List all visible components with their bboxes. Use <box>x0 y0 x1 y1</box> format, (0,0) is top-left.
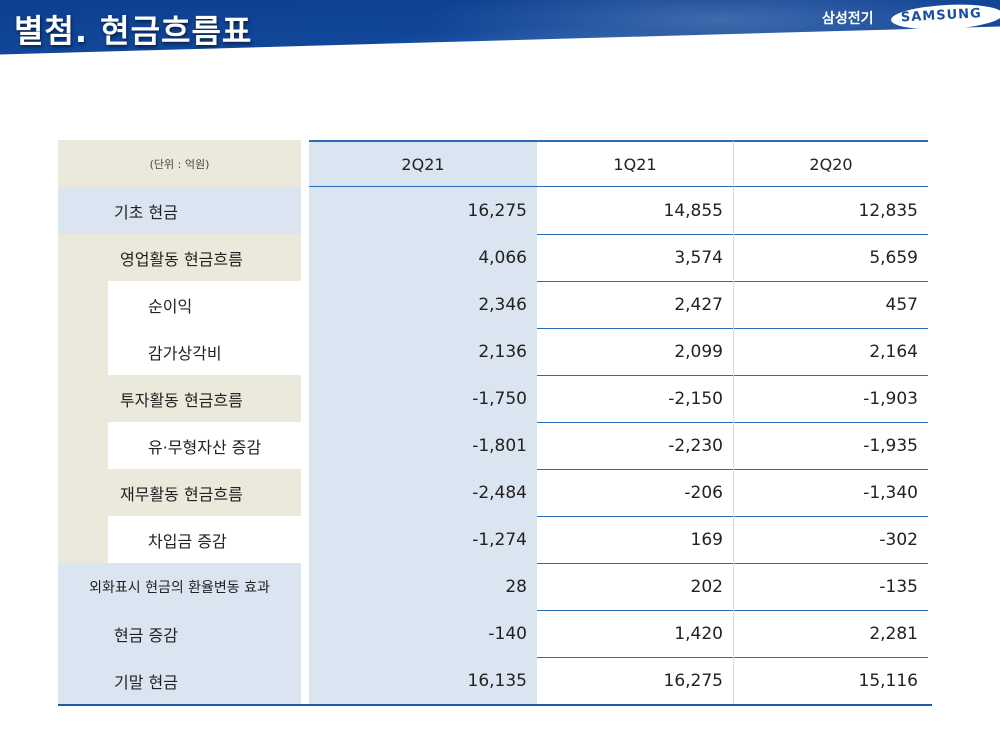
row-financing-cf-value-2: -1,340 <box>863 482 918 503</box>
row-tangible-intangible-value-2: -1,935 <box>863 435 918 456</box>
group-spine <box>58 516 108 563</box>
row-net-change-value-2: 2,281 <box>869 623 918 644</box>
row-borrowings-label: 차입금 증감 <box>108 516 301 563</box>
column-header-2q21: 2Q21 <box>309 140 537 187</box>
row-operating-cf-value-2: 5,659 <box>869 247 918 268</box>
row-divider <box>309 375 928 376</box>
row-tangible-intangible-value-0: -1,801 <box>309 422 537 469</box>
row-ending-cash-value-0: 16,135 <box>309 657 537 704</box>
row-fx-effect-value-2: -135 <box>879 576 918 597</box>
row-beginning-cash-value-1: 14,855 <box>663 200 723 221</box>
row-divider <box>309 563 928 564</box>
row-net-change-value-0: -140 <box>309 610 537 657</box>
row-operating-cf-value-0: 4,066 <box>309 234 537 281</box>
row-beginning-cash-value-0: 16,275 <box>309 187 537 234</box>
company-name: 삼성전기 <box>822 11 874 27</box>
row-depreciation-value-2: 2,164 <box>869 341 918 362</box>
row-depreciation-value-1: 2,099 <box>674 341 723 362</box>
row-divider <box>309 610 928 611</box>
column-divider <box>733 187 734 704</box>
row-divider <box>309 281 928 282</box>
page-title: 별첨. 현금흐름표 <box>14 12 253 50</box>
row-beginning-cash-label: 기초 현금 <box>58 187 301 234</box>
row-divider <box>309 422 928 423</box>
row-investing-cf-value-1: -2,150 <box>668 388 723 409</box>
group-spine <box>58 469 108 516</box>
row-borrowings-value-1: 169 <box>690 529 723 550</box>
row-borrowings-value-0: -1,274 <box>309 516 537 563</box>
row-tangible-intangible-value-1: -2,230 <box>668 435 723 456</box>
row-net-income-label: 순이익 <box>108 281 301 328</box>
row-fx-effect-label: 외화표시 현금의 환율변동 효과 <box>58 563 301 610</box>
row-net-income-value-1: 2,427 <box>674 294 723 315</box>
row-investing-cf-value-2: -1,903 <box>863 388 918 409</box>
row-financing-cf-value-0: -2,484 <box>309 469 537 516</box>
row-borrowings-value-2: -302 <box>879 529 918 550</box>
table-bottom-border <box>58 704 932 706</box>
row-net-change-label: 현금 증감 <box>58 610 301 657</box>
row-beginning-cash-value-2: 12,835 <box>858 200 918 221</box>
group-spine <box>58 422 108 469</box>
row-ending-cash-label: 기말 현금 <box>58 657 301 704</box>
row-fx-effect-value-0: 28 <box>309 563 537 610</box>
row-depreciation-label: 감가상각비 <box>108 328 301 375</box>
row-divider <box>309 516 928 517</box>
row-fx-effect-value-1: 202 <box>690 576 723 597</box>
row-financing-cf-value-1: -206 <box>684 482 723 503</box>
row-tangible-intangible-label: 유·무형자산 증감 <box>108 422 301 469</box>
group-spine <box>58 281 108 328</box>
row-divider <box>309 234 928 235</box>
group-spine <box>58 375 108 422</box>
row-net-income-value-2: 457 <box>885 294 918 315</box>
row-divider <box>309 469 928 470</box>
row-operating-cf-label: 영업활동 현금흐름 <box>108 234 301 281</box>
unit-label: (단위 : 억원) <box>58 140 301 187</box>
row-operating-cf-value-1: 3,574 <box>674 247 723 268</box>
row-ending-cash-value-2: 15,116 <box>858 670 918 691</box>
group-spine <box>58 234 108 281</box>
column-header-2q20: 2Q20 <box>733 140 928 187</box>
group-spine <box>58 328 108 375</box>
row-divider <box>309 328 928 329</box>
column-header-1q21: 1Q21 <box>537 140 733 187</box>
header-banner: 별첨. 현금흐름표 삼성전기 SAMSUNG <box>0 0 1000 86</box>
row-divider <box>309 657 928 658</box>
row-investing-cf-label: 투자활동 현금흐름 <box>108 375 301 422</box>
row-ending-cash-value-1: 16,275 <box>663 670 723 691</box>
row-investing-cf-value-0: -1,750 <box>309 375 537 422</box>
logo-text: SAMSUNG <box>900 6 983 26</box>
row-financing-cf-label: 재무활동 현금흐름 <box>108 469 301 516</box>
row-depreciation-value-0: 2,136 <box>309 328 537 375</box>
row-net-income-value-0: 2,346 <box>309 281 537 328</box>
row-net-change-value-1: 1,420 <box>674 623 723 644</box>
